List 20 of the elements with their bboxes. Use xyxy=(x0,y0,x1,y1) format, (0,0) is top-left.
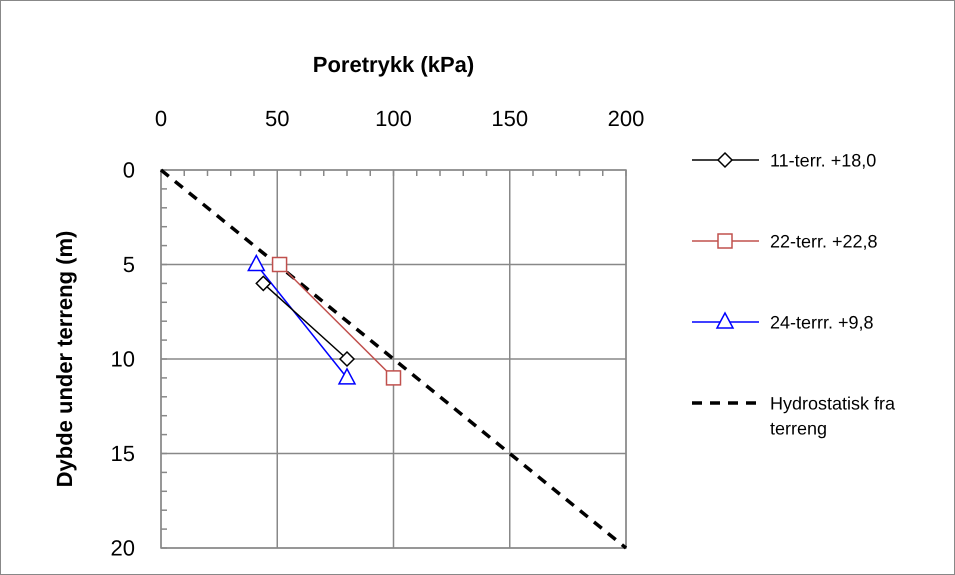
x-tick-label: 50 xyxy=(265,106,290,131)
legend-label: 11-terr. +18,0 xyxy=(770,150,876,170)
x-tick-label: 100 xyxy=(375,106,412,131)
point xyxy=(386,370,402,386)
x-tick-label: 200 xyxy=(608,106,644,131)
y-tick-label: 20 xyxy=(110,536,135,561)
x-tick-label: 150 xyxy=(491,106,528,131)
y-axis-title: Dybde under terreng (m) xyxy=(52,230,77,488)
y-tick-label: 5 xyxy=(122,252,135,278)
legend-label: Hydrostatisk fra terreng xyxy=(770,393,896,438)
point xyxy=(339,351,355,367)
point xyxy=(256,276,272,292)
legend-label: 24-terrr. +9,8 xyxy=(770,312,874,332)
y-tick-label: 10 xyxy=(110,346,135,372)
y-tick-label: 15 xyxy=(110,441,135,466)
x-axis-title: Poretrykk (kPa) xyxy=(312,52,474,77)
y-tick-label: 0 xyxy=(122,158,135,183)
x-tick-label: 0 xyxy=(154,106,168,131)
legend-label: 22-terr. +22,8 xyxy=(770,231,878,252)
point xyxy=(272,256,288,272)
